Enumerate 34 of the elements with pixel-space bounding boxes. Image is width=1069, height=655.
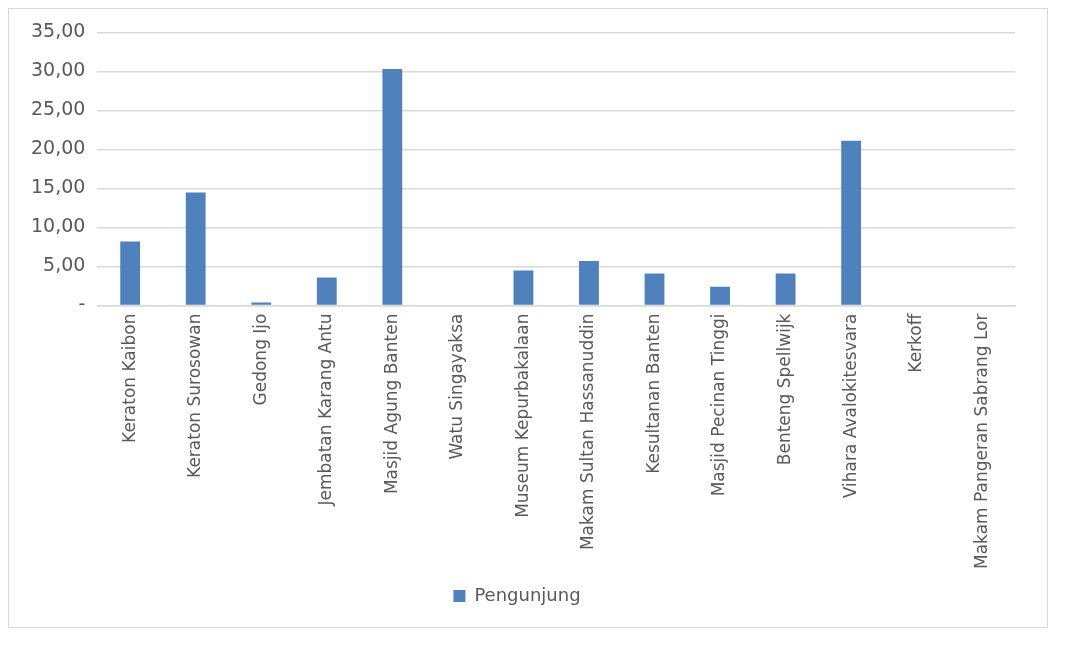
y-tick-label: 30,00 [30,58,86,81]
y-tick-label: 20,00 [30,136,86,159]
x-tick-label: Makam Pangeran Sabrang Lor [970,313,991,569]
x-tick-label: Kerkoff [905,312,926,373]
x-tick-label: Keraton Surosowan [184,313,205,478]
x-tick-label: Watu Singayaksa [446,313,467,460]
y-tick-label: 35,00 [30,19,86,42]
y-tick-label: 5,00 [43,253,86,276]
x-tick-label: Jembatan Karang Antu [315,313,336,507]
bar [185,192,206,305]
bar [775,273,796,305]
x-tick-label: Makam Sultan Hassanuddin [577,313,598,551]
x-tick-label: Masjid Agung Banten [380,313,401,495]
x-tick-label: Benteng Spellwijk [774,313,795,466]
bar [644,273,665,305]
bar [316,277,337,305]
x-tick-label: Museum Kepurbakalaan [511,313,532,518]
y-tick-label: 10,00 [30,214,86,237]
bar [382,69,403,305]
bar [710,286,730,305]
x-tick-label: Kesultanan Banten [642,313,663,474]
bar [120,241,141,305]
x-tick-label: Vihara Avalokitesvara [839,313,860,499]
y-tick-label: 25,00 [30,97,86,120]
bar [841,140,862,305]
bar [513,270,534,305]
x-tick-label: Gedong Ijo [249,313,270,406]
x-tick-label: Keraton Kaibon [118,313,139,443]
legend-label: Pengunjung [474,583,581,605]
bar [579,261,599,305]
y-tick-label: 15,00 [30,175,86,198]
bar [251,302,272,305]
y-tick-label: - [78,292,86,315]
x-tick-label: Masjid Pecinan Tinggi [708,313,729,497]
